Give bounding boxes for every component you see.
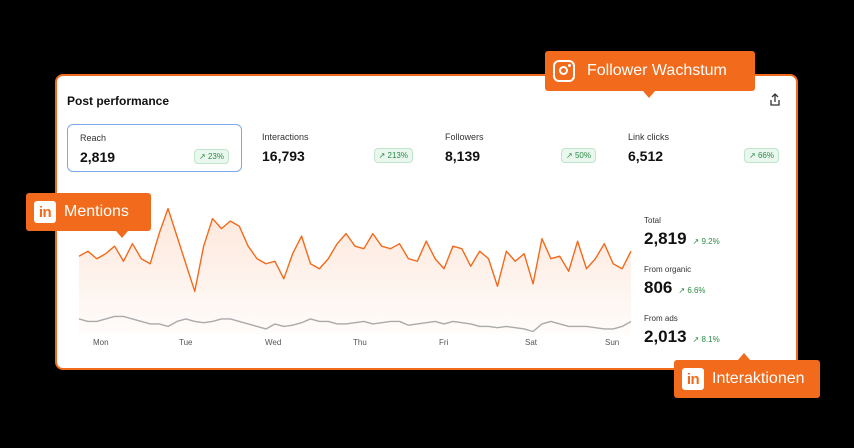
stat-label: From organic <box>644 265 692 274</box>
stat-value: 2,819 <box>644 229 687 248</box>
stat-total: Total 2,819 ↗ 9.2% <box>644 216 720 249</box>
x-tick-label: Sat <box>525 338 538 347</box>
x-tick-label: Tue <box>179 338 193 347</box>
x-tick-label: Thu <box>353 338 367 347</box>
metric-value: 2,819 <box>80 149 116 165</box>
series-line-primary <box>78 207 632 293</box>
metric-label: Link clicks <box>628 132 670 142</box>
callout-text: Mentions <box>64 203 129 220</box>
stat-change: ↗ 6.6% <box>678 286 706 295</box>
callout-mentions: in Mentions <box>26 193 151 238</box>
x-tick-label: Wed <box>265 338 282 347</box>
post-performance-card: Post performance Reach 2,819 ↗ 23% Inter… <box>55 74 798 370</box>
linkedin-icon: in <box>34 201 56 223</box>
stat-organic: From organic 806 ↗ 6.6% <box>644 265 706 298</box>
callout-text: Interaktionen <box>712 370 805 387</box>
metric-value: 16,793 <box>262 148 305 164</box>
change-badge: ↗ 66% <box>744 148 779 163</box>
metric-value: 8,139 <box>445 148 481 164</box>
series-line-secondary <box>78 315 632 333</box>
line-chart <box>78 207 632 334</box>
instagram-icon <box>553 60 575 82</box>
metric-interactions[interactable]: Interactions 16,793 ↗ 213% <box>250 124 425 172</box>
callout-interaktionen: in Interaktionen <box>674 353 820 398</box>
metric-label: Interactions <box>262 132 309 142</box>
callout-text: Follower Wachstum <box>587 62 727 79</box>
stat-value: 806 <box>644 278 673 297</box>
stat-label: From ads <box>644 314 678 323</box>
change-badge: ↗ 50% <box>561 148 596 163</box>
metric-followers[interactable]: Followers 8,139 ↗ 50% <box>433 124 608 172</box>
metric-link-clicks[interactable]: Link clicks 6,512 ↗ 66% <box>616 124 791 172</box>
x-tick-label: Fri <box>439 338 449 347</box>
stat-change: ↗ 9.2% <box>692 237 720 246</box>
stat-ads: From ads 2,013 ↗ 8.1% <box>644 314 720 347</box>
metric-reach[interactable]: Reach 2,819 ↗ 23% <box>67 124 242 172</box>
x-tick-label: Sun <box>605 338 620 347</box>
stat-label: Total <box>644 216 661 225</box>
metric-value: 6,512 <box>628 148 664 164</box>
metric-label: Followers <box>445 132 484 142</box>
series-area <box>79 208 631 334</box>
x-tick-label: Mon <box>93 338 109 347</box>
metric-label: Reach <box>80 133 107 143</box>
stat-change: ↗ 8.1% <box>692 335 720 344</box>
card-title: Post performance <box>67 94 170 108</box>
stat-value: 2,013 <box>644 327 687 346</box>
share-icon[interactable] <box>768 93 782 107</box>
callout-follower-wachstum: Follower Wachstum <box>545 51 755 98</box>
change-badge: ↗ 23% <box>194 149 229 164</box>
linkedin-icon: in <box>682 368 704 390</box>
change-badge: ↗ 213% <box>373 148 413 163</box>
